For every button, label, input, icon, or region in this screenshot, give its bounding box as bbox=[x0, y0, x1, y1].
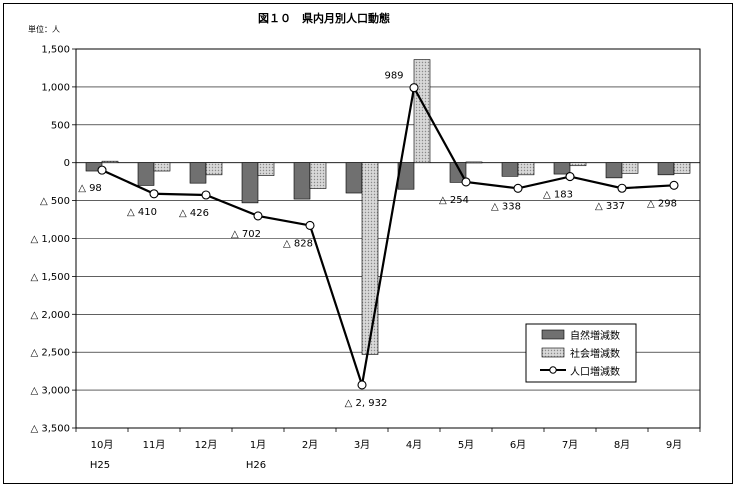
natural-change-bar bbox=[449, 162, 467, 183]
x-year-label: H25 bbox=[90, 460, 110, 471]
population-change-point bbox=[617, 183, 627, 193]
x-tick-label: 11月 bbox=[143, 439, 166, 451]
legend-swatch-social bbox=[541, 347, 565, 358]
y-tick-label: △ 2,000 bbox=[31, 310, 71, 321]
natural-change-bar bbox=[657, 162, 675, 176]
natural-change-bar bbox=[293, 162, 311, 200]
population-change-point bbox=[253, 211, 263, 221]
x-tick-label: 9月 bbox=[666, 439, 682, 451]
x-tick-label: 1月 bbox=[250, 439, 266, 451]
x-tick-label: 7月 bbox=[562, 439, 578, 451]
social-change-bar bbox=[621, 162, 639, 174]
natural-change-bar bbox=[241, 162, 259, 204]
axes: 1,500 1,000 500 0 △ 500 △ 1,000 △ 1,500 △ 2,000… bbox=[31, 45, 701, 471]
legend: 自然増減数 社会増減数 人口増減数 bbox=[525, 323, 637, 383]
social-change-bar bbox=[257, 162, 275, 176]
natural-change-bar bbox=[345, 162, 363, 194]
social-change-bar bbox=[309, 162, 327, 189]
x-tick-label: 8月 bbox=[614, 439, 630, 451]
population-change-point bbox=[409, 83, 419, 93]
population-change-point bbox=[461, 177, 471, 187]
social-change-bar bbox=[361, 162, 379, 355]
data-label: 989 bbox=[384, 71, 403, 82]
legend-label-social: 社会増減数 bbox=[570, 347, 620, 360]
data-label: △ 426 bbox=[179, 208, 209, 219]
y-tick-label: △ 1,500 bbox=[31, 272, 71, 283]
x-tick-label: 2月 bbox=[302, 439, 318, 451]
y-tick-label: △ 500 bbox=[40, 196, 70, 207]
x-tick-label: 12月 bbox=[195, 439, 218, 451]
y-tick-label: △ 3,500 bbox=[31, 424, 71, 435]
population-change-point bbox=[305, 220, 315, 231]
data-label: △ 2, 932 bbox=[345, 398, 388, 409]
natural-change-bar bbox=[189, 162, 207, 184]
data-labels: △ 98 △ 410 △ 426 △ 702 △ 828 △ 2, 932 989 △ 254… bbox=[78, 71, 677, 409]
y-tick-label: 1,500 bbox=[41, 45, 70, 56]
population-change-polyline bbox=[101, 84, 675, 386]
legend-label-natural: 自然増減数 bbox=[570, 329, 620, 342]
natural-change-bar bbox=[501, 162, 519, 177]
population-change-point bbox=[97, 165, 107, 175]
unit-label: 単位：人 bbox=[28, 24, 60, 34]
natural-change-bar bbox=[605, 162, 623, 179]
population-chart: 図１０ 県内月別人口動態 単位：人 △ 98 △ 410 △ 426 △ 702 △ 8… bbox=[28, 11, 701, 471]
social-change-bar bbox=[101, 160, 119, 164]
natural-change-bar bbox=[137, 162, 155, 186]
y-tick-label: △ 3,000 bbox=[31, 386, 71, 397]
social-change-bar bbox=[205, 162, 223, 176]
population-change-point bbox=[669, 180, 679, 190]
population-change-point bbox=[201, 190, 211, 200]
legend-swatch-population-marker bbox=[549, 366, 557, 374]
data-label: △ 98 bbox=[78, 183, 102, 194]
population-change-point bbox=[513, 183, 523, 193]
chart-frame: 図１０ 県内月別人口動態 単位：人 △ 98 △ 410 △ 426 △ 702 △ 8… bbox=[3, 3, 733, 484]
legend-swatch-natural bbox=[541, 329, 565, 340]
y-tick-label: △ 1,000 bbox=[31, 234, 71, 245]
x-tick-label: 10月 bbox=[91, 439, 114, 451]
bars bbox=[85, 59, 691, 355]
data-label: △ 702 bbox=[231, 229, 261, 240]
x-tick-label: 5月 bbox=[458, 439, 474, 451]
data-label: △ 338 bbox=[491, 201, 521, 212]
x-tick-label: 3月 bbox=[354, 439, 370, 451]
social-change-bar bbox=[413, 59, 431, 163]
data-label: △ 298 bbox=[647, 198, 677, 209]
y-tick-label: △ 2,500 bbox=[31, 348, 71, 359]
population-change-point bbox=[565, 172, 575, 182]
natural-change-bar bbox=[553, 162, 571, 175]
x-tick-label: 6月 bbox=[510, 439, 526, 451]
x-year-label: H26 bbox=[246, 460, 266, 471]
social-change-bar bbox=[673, 162, 691, 174]
data-label: △ 183 bbox=[543, 190, 573, 201]
population-change-point bbox=[357, 380, 367, 390]
y-tick-label: 500 bbox=[51, 120, 70, 131]
legend-label-population: 人口増減数 bbox=[570, 365, 620, 378]
y-tick-label: 0 bbox=[64, 158, 70, 169]
population-change-point bbox=[149, 189, 159, 199]
y-tick-label: 1,000 bbox=[41, 82, 70, 93]
data-label: △ 828 bbox=[283, 238, 313, 249]
social-change-bar bbox=[517, 162, 535, 176]
x-tick-label: 4月 bbox=[406, 439, 422, 451]
social-change-bar bbox=[465, 161, 483, 164]
data-label: △ 337 bbox=[595, 201, 625, 212]
data-label: △ 254 bbox=[439, 195, 469, 206]
social-change-bar bbox=[153, 162, 171, 172]
chart-title: 図１０ 県内月別人口動態 bbox=[258, 11, 390, 25]
social-change-bar bbox=[569, 162, 587, 167]
data-label: △ 410 bbox=[127, 207, 157, 218]
population-change-line bbox=[97, 83, 679, 390]
